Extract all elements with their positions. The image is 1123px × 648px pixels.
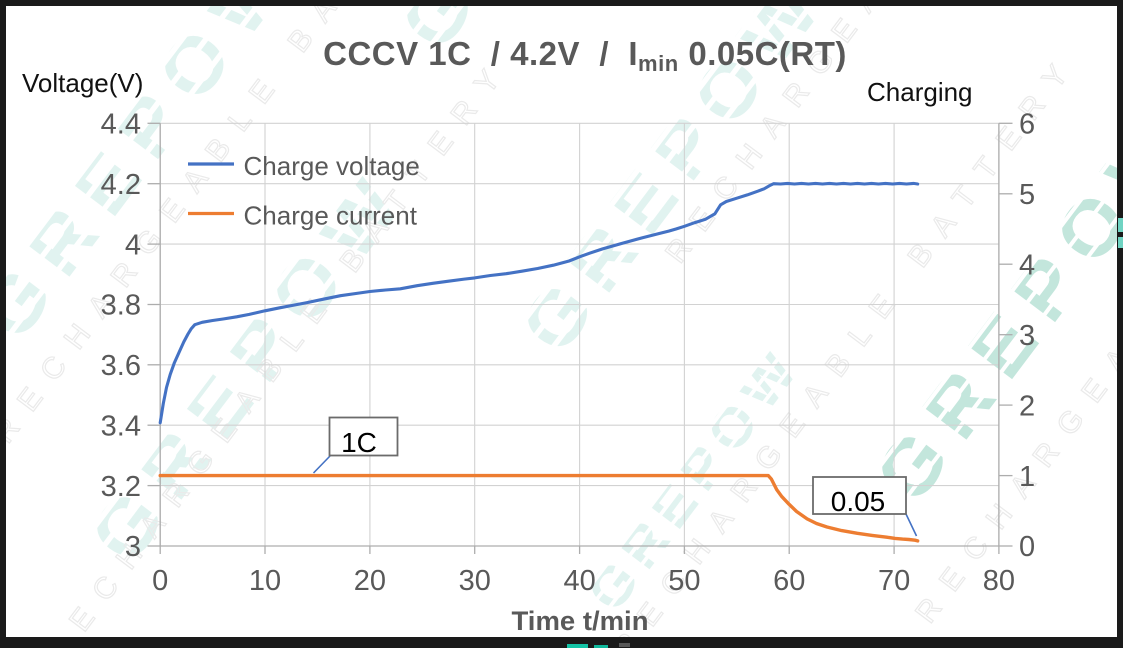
svg-text:4: 4 (1019, 249, 1035, 281)
svg-text:CCCV 1C / 4.2V / Imin 0.05C: CCCV 1C / 4.2V / Imin 0.05C(RT) (323, 35, 847, 76)
svg-text:70: 70 (878, 565, 910, 597)
svg-text:5: 5 (1019, 179, 1035, 211)
svg-text:20: 20 (354, 565, 386, 597)
svg-text:0: 0 (152, 565, 168, 597)
svg-text:10: 10 (249, 565, 281, 597)
svg-text:Charging: Charging (867, 77, 973, 107)
svg-text:50: 50 (668, 565, 700, 597)
svg-text:1C: 1C (341, 427, 377, 458)
svg-text:3: 3 (1019, 320, 1035, 352)
svg-text:80: 80 (983, 565, 1015, 597)
svg-text:2: 2 (1019, 390, 1035, 422)
svg-text:3.4: 3.4 (101, 410, 141, 442)
svg-text:1: 1 (1019, 461, 1035, 493)
svg-text:6: 6 (1019, 109, 1035, 141)
svg-text:40: 40 (563, 565, 595, 597)
svg-text:Charge voltage: Charge voltage (244, 151, 420, 181)
svg-text:Time t/min: Time t/min (512, 606, 649, 636)
svg-text:4: 4 (125, 229, 141, 261)
svg-text:0: 0 (1019, 531, 1035, 563)
svg-text:3: 3 (125, 531, 141, 563)
svg-text:60: 60 (773, 565, 805, 597)
svg-text:Charge current: Charge current (244, 201, 418, 231)
svg-text:Voltage(V): Voltage(V) (22, 68, 143, 98)
svg-text:3.2: 3.2 (101, 471, 141, 503)
svg-text:30: 30 (459, 565, 491, 597)
svg-text:3.6: 3.6 (101, 350, 141, 382)
svg-text:4.2: 4.2 (101, 169, 141, 201)
svg-text:0.05: 0.05 (831, 486, 886, 517)
svg-text:4.4: 4.4 (101, 109, 141, 141)
svg-text:3.8: 3.8 (101, 290, 141, 322)
